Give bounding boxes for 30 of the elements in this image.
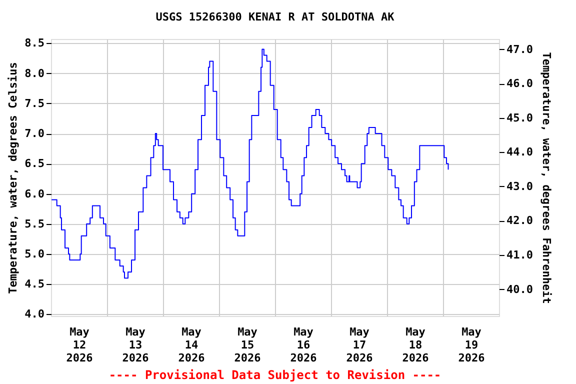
y2-tick-label: 44.0 [506, 146, 533, 159]
y-tick-label: 5.5 [24, 217, 44, 230]
y-axis-title: Temperature, water, degrees Celsius [6, 62, 20, 294]
x-tick-label: May 16 2026 [290, 326, 318, 364]
y-tick-label: 8.0 [24, 66, 44, 80]
text: ---- Provisional Data Subject to Revision ---- [108, 368, 442, 382]
y-tick-label: 6.5 [24, 157, 44, 170]
y2-tick-label: 41.0 [506, 248, 533, 262]
y2-tick-label: 45.0 [506, 111, 533, 124]
x-tick-label: May 15 2026 [234, 326, 262, 364]
y-tick-label: 6.0 [24, 187, 44, 200]
x-tick-label: May 12 2026 [66, 326, 94, 364]
x-tick-label: May 18 2026 [402, 326, 430, 364]
y-tick-label: 7.0 [24, 127, 44, 140]
y-tick-label: 4.0 [24, 308, 44, 321]
y2-tick-label: 40.0 [506, 282, 533, 296]
y2-tick-label: 46.0 [506, 77, 533, 90]
x-tick-label: May 13 2026 [122, 326, 150, 364]
x-tick-label: May 14 2026 [178, 326, 206, 364]
y-tick-label: 4.5 [24, 278, 44, 291]
x-tick-label: May 19 2026 [458, 326, 486, 364]
x-tick-label: May 17 2026 [346, 326, 374, 364]
y-tick-label: 5.0 [24, 247, 44, 260]
y2-tick-label: 42.0 [506, 214, 533, 228]
chart-title: USGS 15266300 KENAI R AT SOLDOTNA AK [156, 10, 395, 24]
y2-axis-title: Temperature, water, degrees Fahrenheit [540, 52, 553, 304]
y-tick-label: 7.5 [24, 96, 44, 110]
y-tick-label: 8.5 [24, 36, 44, 50]
y2-tick-label: 47.0 [506, 42, 533, 56]
y2-tick-label: 43.0 [506, 180, 533, 193]
